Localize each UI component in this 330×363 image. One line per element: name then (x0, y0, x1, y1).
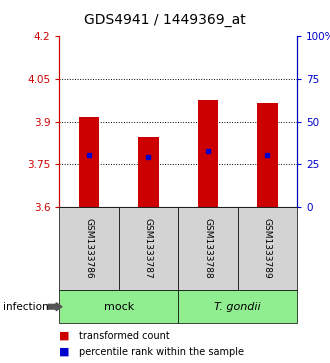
Text: percentile rank within the sample: percentile rank within the sample (79, 347, 244, 357)
Text: GSM1333788: GSM1333788 (203, 218, 213, 279)
Text: GSM1333787: GSM1333787 (144, 218, 153, 279)
Text: GSM1333786: GSM1333786 (84, 218, 94, 279)
Text: mock: mock (104, 302, 134, 312)
Text: transformed count: transformed count (79, 331, 170, 341)
Text: GDS4941 / 1449369_at: GDS4941 / 1449369_at (84, 13, 246, 27)
Bar (197, 100, 218, 207)
Text: T. gondii: T. gondii (214, 302, 261, 312)
Bar (138, 137, 159, 207)
Bar (79, 117, 100, 207)
Text: GSM1333789: GSM1333789 (263, 218, 272, 279)
Text: infection: infection (3, 302, 49, 312)
Text: ■: ■ (59, 331, 70, 341)
Text: ■: ■ (59, 347, 70, 357)
Bar (257, 103, 278, 207)
